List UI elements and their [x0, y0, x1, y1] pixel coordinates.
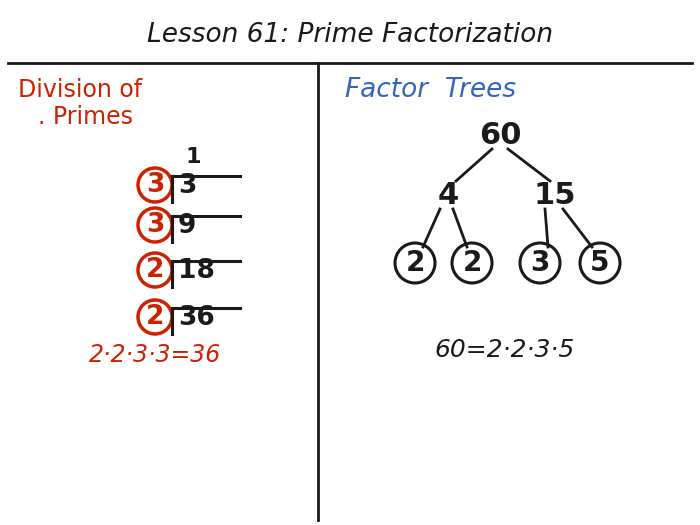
- Text: 36: 36: [178, 305, 215, 331]
- Text: 5: 5: [590, 249, 610, 277]
- Text: 3: 3: [146, 212, 164, 238]
- Text: 3: 3: [531, 249, 550, 277]
- Text: Factor  Trees: Factor Trees: [345, 77, 516, 103]
- Text: 60=2·2·3·5: 60=2·2·3·5: [435, 338, 575, 362]
- Text: 3: 3: [146, 172, 164, 198]
- Text: Division of: Division of: [18, 78, 142, 102]
- Text: 4: 4: [438, 181, 458, 209]
- Text: 1: 1: [186, 147, 201, 167]
- Text: 9: 9: [178, 213, 197, 239]
- Text: 60: 60: [479, 121, 522, 150]
- Text: 2: 2: [146, 304, 164, 330]
- Text: 2·2·3·3=36: 2·2·3·3=36: [89, 343, 221, 367]
- Text: 15: 15: [533, 181, 576, 209]
- Text: . Primes: . Primes: [38, 105, 133, 129]
- Text: 3: 3: [178, 173, 197, 199]
- Text: 2: 2: [405, 249, 425, 277]
- Text: Lesson 61: Prime Factorization: Lesson 61: Prime Factorization: [147, 22, 553, 48]
- Text: 2: 2: [462, 249, 482, 277]
- Text: 2: 2: [146, 257, 164, 283]
- Text: 18: 18: [178, 258, 215, 284]
